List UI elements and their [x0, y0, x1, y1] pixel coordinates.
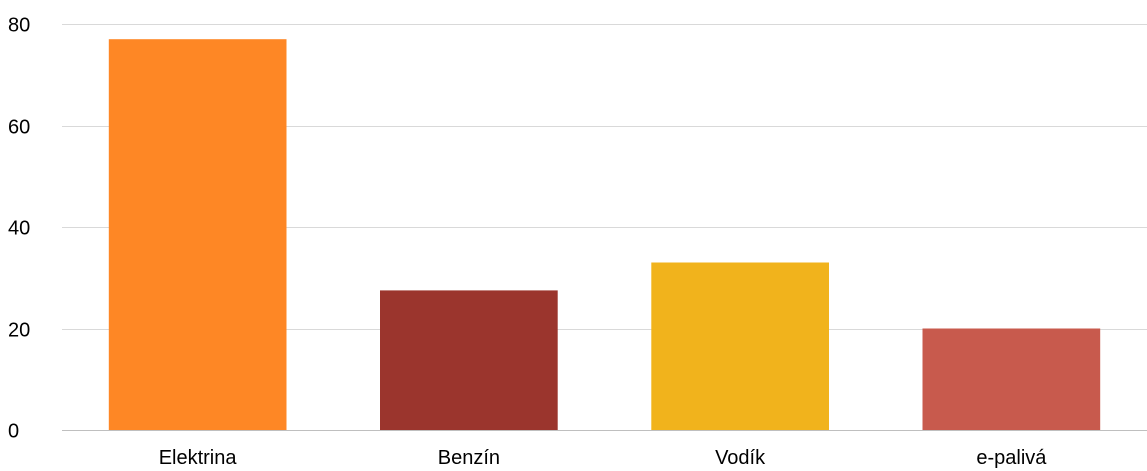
y-tick-label: 40 [8, 218, 30, 240]
bar-3 [651, 262, 829, 430]
y-tick-label: 0 [8, 421, 19, 443]
x-tick-label: Vodík [715, 447, 766, 469]
bar-4 [922, 328, 1101, 430]
y-axis-tick-labels: 0 20 40 60 80 [8, 15, 30, 443]
bar-2 [380, 290, 558, 430]
x-tick-label: e-palivá [976, 447, 1047, 469]
y-tick-label: 60 [8, 117, 30, 139]
x-axis-tick-labels: Elektrina Benzín Vodík e-palivá [159, 447, 1048, 469]
bar-1 [108, 39, 287, 430]
x-tick-label: Elektrina [159, 447, 238, 469]
y-tick-label: 80 [8, 15, 30, 37]
x-tick-label: Benzín [438, 447, 500, 469]
bars [108, 39, 1101, 430]
y-tick-label: 20 [8, 320, 30, 342]
